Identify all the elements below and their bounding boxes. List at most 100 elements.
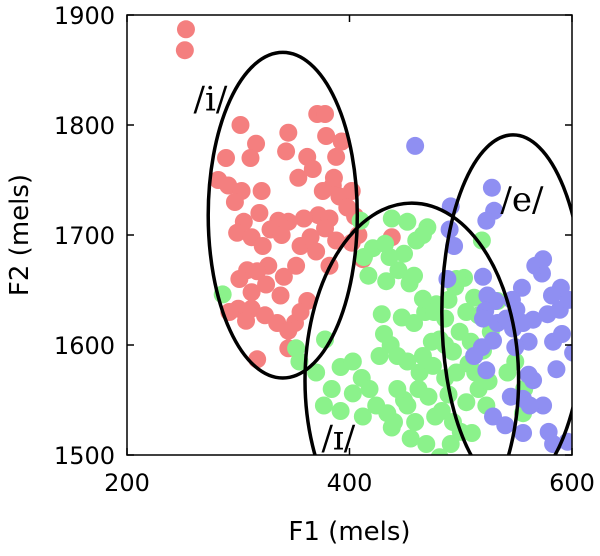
data-point-series-3-49 <box>519 365 538 384</box>
data-point-series-2-38 <box>426 407 445 426</box>
data-point-series-1-43 <box>316 219 335 238</box>
data-point-series-1-16 <box>332 132 351 151</box>
data-point-series-1-42 <box>301 228 320 247</box>
data-point-series-2-73 <box>388 347 407 365</box>
data-point-series-1-71 <box>248 350 267 369</box>
data-point-series-2-76 <box>457 303 476 321</box>
data-point-series-2-65 <box>395 244 414 263</box>
data-point-series-2-62 <box>389 261 408 280</box>
data-point-series-1-12 <box>279 123 298 142</box>
data-point-series-1-11 <box>225 193 244 211</box>
data-point-series-3-43 <box>496 416 515 435</box>
data-point-series-2-14 <box>360 380 379 398</box>
data-point-series-2-13 <box>343 384 362 403</box>
data-point-series-2-43 <box>370 347 389 365</box>
data-point-series-2-95 <box>413 226 432 244</box>
data-point-series-1-44 <box>327 231 346 250</box>
data-point-series-3-25 <box>512 278 531 297</box>
region-ellipse-2 <box>303 201 521 455</box>
data-point-series-1-7 <box>252 182 271 200</box>
data-point-series-1-4 <box>247 134 266 153</box>
data-point-series-2-88 <box>405 266 424 285</box>
data-point-series-1-50 <box>274 267 293 286</box>
data-point-series-1-5 <box>217 149 236 167</box>
data-point-series-1-66 <box>291 303 310 321</box>
data-point-series-2-89 <box>430 330 449 349</box>
data-point-series-2-21 <box>419 387 438 406</box>
data-point-series-3-13 <box>474 309 492 328</box>
data-point-series-3-9 <box>474 267 492 286</box>
data-point-series-1-15 <box>317 127 336 145</box>
region-ellipse-1 <box>206 50 360 380</box>
data-point-series-2-60 <box>413 289 432 308</box>
tick-layer: 200 400 600 1500 1600 1700 1800 1900 <box>54 2 595 497</box>
data-point-series-3-51 <box>542 286 561 305</box>
data-point-series-2-46 <box>405 314 424 332</box>
data-point-series-1-31 <box>294 209 313 228</box>
data-point-series-3-24 <box>534 250 553 269</box>
data-point-series-1-49 <box>287 256 306 275</box>
data-point-series-1-20 <box>289 168 308 187</box>
data-point-series-2-69 <box>382 209 401 228</box>
data-point-series-2-81 <box>498 363 517 382</box>
data-point-series-2-64 <box>377 272 396 291</box>
data-point-series-1-14 <box>316 105 335 123</box>
y-axis-label: F2 (mels) <box>5 174 35 296</box>
data-point-series-3-32 <box>465 347 484 365</box>
data-point-series-2-52 <box>465 288 484 307</box>
x-axis-label: F1 (mels) <box>288 517 410 547</box>
data-point-series-3-41 <box>520 396 539 415</box>
data-point-series-2-93 <box>430 448 449 455</box>
data-point-series-3-48 <box>564 343 572 362</box>
x-tick-label-2: 400 <box>327 469 373 497</box>
data-point-series-2-30 <box>410 363 429 382</box>
data-point-series-1-6 <box>241 149 260 167</box>
data-point-series-2-28 <box>385 413 403 431</box>
data-point-series-1-57 <box>271 286 290 305</box>
data-point-series-2-26 <box>417 435 436 453</box>
data-point-series-2-8 <box>343 352 362 371</box>
data-point-series-1-3 <box>231 116 250 134</box>
region-label-2: /ɪ/ <box>321 419 355 459</box>
region-label-3: /e/ <box>500 180 544 220</box>
y-tick-label-5: 1900 <box>54 2 115 30</box>
data-point-series-1-1 <box>176 20 195 39</box>
data-point-series-2-15 <box>353 407 372 426</box>
data-point-series-1-39 <box>253 237 272 255</box>
points-layer <box>175 20 572 455</box>
data-point-series-2-6 <box>307 363 326 382</box>
data-point-series-2-9 <box>322 380 341 398</box>
data-point-series-3-38 <box>552 325 571 343</box>
data-point-series-2-25 <box>441 435 460 453</box>
data-point-series-2-71 <box>359 266 378 285</box>
region-ellipse-3 <box>440 133 572 455</box>
ellipse-layer <box>206 50 572 455</box>
data-point-series-3-33 <box>477 361 496 380</box>
data-point-series-3-39 <box>547 360 566 379</box>
data-point-series-2-40 <box>388 380 407 398</box>
data-point-series-3-7 <box>445 237 464 255</box>
data-point-series-1-55 <box>242 283 261 302</box>
data-point-series-2-87 <box>376 234 395 253</box>
data-point-series-2-85 <box>413 347 432 365</box>
data-point-series-2-96 <box>472 231 491 250</box>
data-point-series-2-36 <box>457 393 476 412</box>
data-point-series-1-26 <box>324 168 343 187</box>
y-tick-label-2: 1600 <box>54 332 115 360</box>
data-point-series-1-17 <box>327 147 346 166</box>
data-point-series-2-72 <box>372 305 391 324</box>
data-point-series-3-1 <box>406 136 425 155</box>
data-point-series-3-40 <box>534 396 553 415</box>
y-tick-label-4: 1800 <box>54 112 115 140</box>
data-point-series-1-37 <box>228 223 247 242</box>
data-point-series-1-21 <box>303 160 322 178</box>
data-point-series-1-2 <box>175 41 194 60</box>
data-point-series-2-59 <box>425 303 444 321</box>
data-point-series-1-35 <box>250 204 269 222</box>
data-point-series-1-54 <box>230 270 249 288</box>
data-point-series-2-68 <box>398 212 417 231</box>
data-point-series-1-19 <box>277 142 296 161</box>
region-label-1: /i/ <box>194 80 228 120</box>
data-point-series-2-10 <box>314 396 333 415</box>
